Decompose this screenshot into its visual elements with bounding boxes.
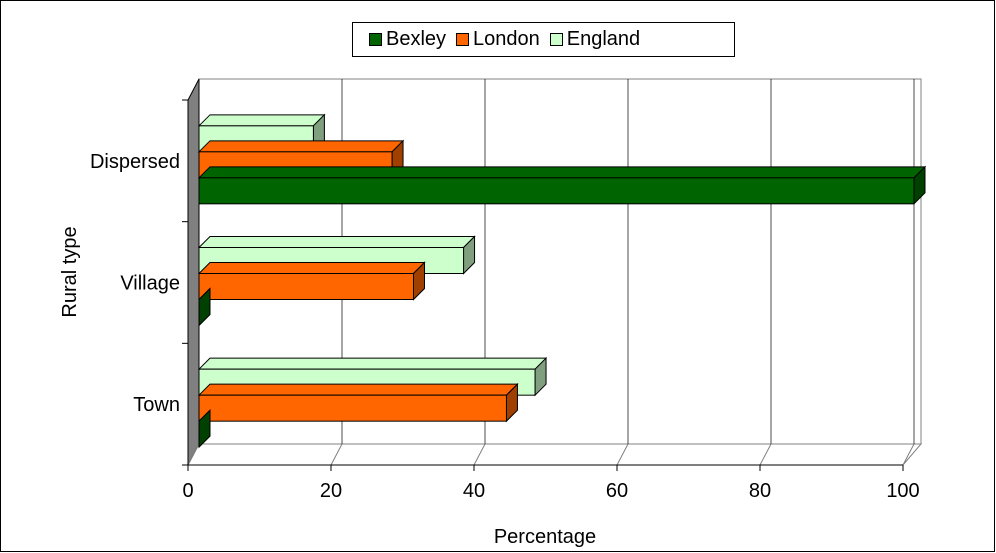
y-tick-label-dispersed: Dispersed bbox=[90, 151, 180, 173]
bar-england-town-top bbox=[197, 357, 548, 370]
bar-bexley-dispersed-top bbox=[197, 166, 927, 179]
legend-swatch-bexley bbox=[369, 33, 382, 46]
x-tick-label-0: 0 bbox=[182, 480, 193, 502]
bar-london-village-top bbox=[197, 262, 426, 274]
x-tick-label-20: 20 bbox=[320, 480, 342, 502]
legend-label-london: London bbox=[473, 28, 540, 50]
legend-item-london: London bbox=[456, 28, 540, 51]
bar-london-village bbox=[198, 273, 414, 300]
y-tick-label-town: Town bbox=[133, 394, 180, 416]
legend-label-england: England bbox=[566, 28, 641, 50]
y-axis-title: Rural type bbox=[59, 226, 81, 317]
bar-bexley-village-side bbox=[198, 287, 211, 327]
legend-swatch-england bbox=[549, 33, 563, 46]
legend-label-bexley: Bexley bbox=[386, 28, 447, 50]
bar-bexley-town-side bbox=[198, 408, 211, 449]
y-tick-label-village: Village bbox=[120, 273, 180, 295]
floor-line-40 bbox=[473, 443, 486, 466]
legend-item-england: England bbox=[549, 28, 641, 51]
x-tick-label-40: 40 bbox=[463, 480, 485, 502]
bar-england-dispersed-top bbox=[197, 114, 326, 127]
floor-line-0 bbox=[187, 443, 200, 466]
x-axis-title: Percentage bbox=[494, 526, 596, 548]
legend: Bexley London England bbox=[352, 22, 735, 57]
x-tick-label-60: 60 bbox=[606, 480, 628, 502]
bar-bexley-dispersed bbox=[198, 177, 915, 205]
bars bbox=[197, 113, 927, 449]
bar-london-dispersed-top bbox=[197, 140, 405, 153]
x-tick-label-80: 80 bbox=[749, 480, 771, 502]
chart-side-wall bbox=[187, 78, 200, 466]
floor-line-20 bbox=[330, 443, 343, 466]
x-tick-label-100: 100 bbox=[886, 480, 919, 502]
bar-london-town-top bbox=[197, 383, 519, 396]
legend-swatch-london bbox=[456, 33, 470, 46]
floor-line-60 bbox=[616, 443, 629, 466]
floor-line-80 bbox=[759, 443, 772, 466]
chart-floor bbox=[187, 443, 923, 466]
bar-england-village-top bbox=[197, 236, 476, 248]
labels: Percentage Rural type 0 20 40 60 80 100 Disper… bbox=[59, 151, 920, 548]
legend-item-bexley: Bexley bbox=[369, 28, 446, 51]
floor-line-100 bbox=[902, 443, 915, 466]
axes bbox=[182, 99, 904, 471]
bar-london-town bbox=[198, 394, 507, 422]
